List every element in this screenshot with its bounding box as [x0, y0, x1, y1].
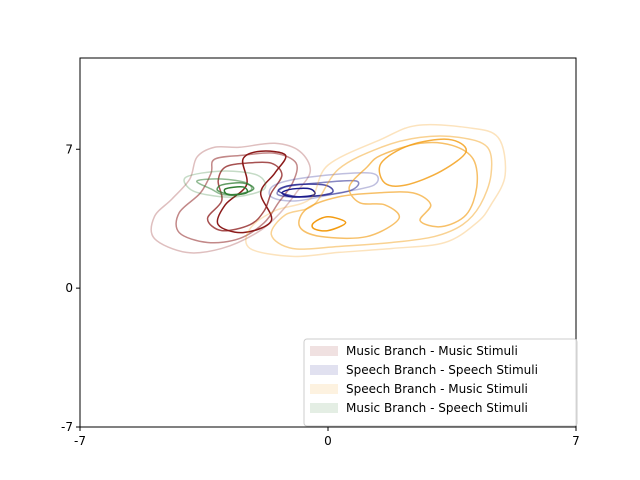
x-tick-label: 7: [572, 434, 580, 448]
legend-box: [303, 338, 578, 427]
tick-marks: -7 0 7 -7 0 7: [61, 142, 580, 448]
legend-swatch: [310, 346, 338, 356]
plot-area: [150, 123, 507, 258]
legend-swatch: [310, 384, 338, 394]
contour-line: [150, 142, 312, 254]
contour-line: [216, 150, 287, 234]
contour-line: [223, 186, 249, 196]
contour-line: [268, 172, 380, 202]
legend-entry: Speech Branch - Music Stimuli: [346, 382, 528, 396]
legend-entry: Speech Branch - Speech Stimuli: [346, 363, 538, 377]
series-4-contours: [183, 170, 267, 198]
x-tick-label: 0: [324, 434, 332, 448]
series-1-contours: [150, 142, 312, 254]
contour-line: [183, 170, 267, 198]
contour-line: [281, 187, 316, 198]
y-tick-label: 0: [65, 281, 73, 295]
legend-swatch: [310, 365, 338, 375]
contour-line: [270, 135, 493, 250]
legend-entry: Music Branch - Speech Stimuli: [346, 401, 528, 415]
contour-line: [311, 215, 347, 232]
legend-swatch: [310, 403, 338, 413]
series-3-contours: [245, 123, 507, 258]
contour-line: [175, 152, 298, 244]
contour-line: [378, 138, 467, 187]
contour-line: [245, 123, 507, 258]
contour-line: [298, 141, 479, 240]
legend-entry: Music Branch - Music Stimuli: [346, 344, 518, 358]
legend: Music Branch - Music Stimuli Speech Branc…: [303, 338, 578, 427]
y-tick-label: 7: [65, 142, 73, 156]
contour-line: [277, 183, 334, 198]
x-tick-label: -7: [74, 434, 86, 448]
y-tick-label: -7: [61, 420, 73, 434]
